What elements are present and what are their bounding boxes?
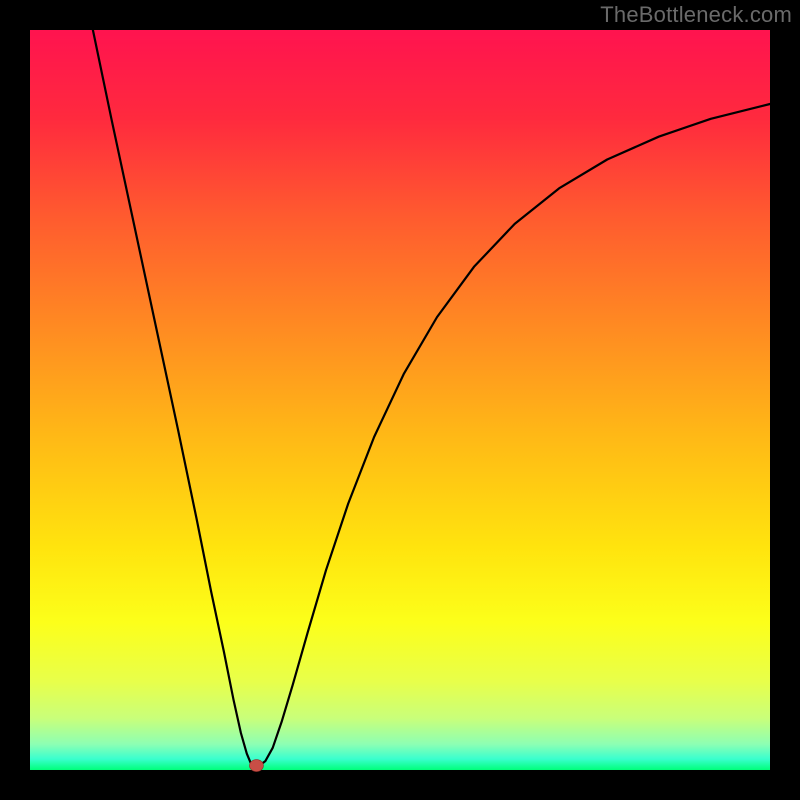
bottleneck-chart	[0, 0, 800, 800]
chart-frame: TheBottleneck.com	[0, 0, 800, 800]
minimum-marker	[249, 760, 263, 772]
plot-background	[30, 30, 770, 770]
